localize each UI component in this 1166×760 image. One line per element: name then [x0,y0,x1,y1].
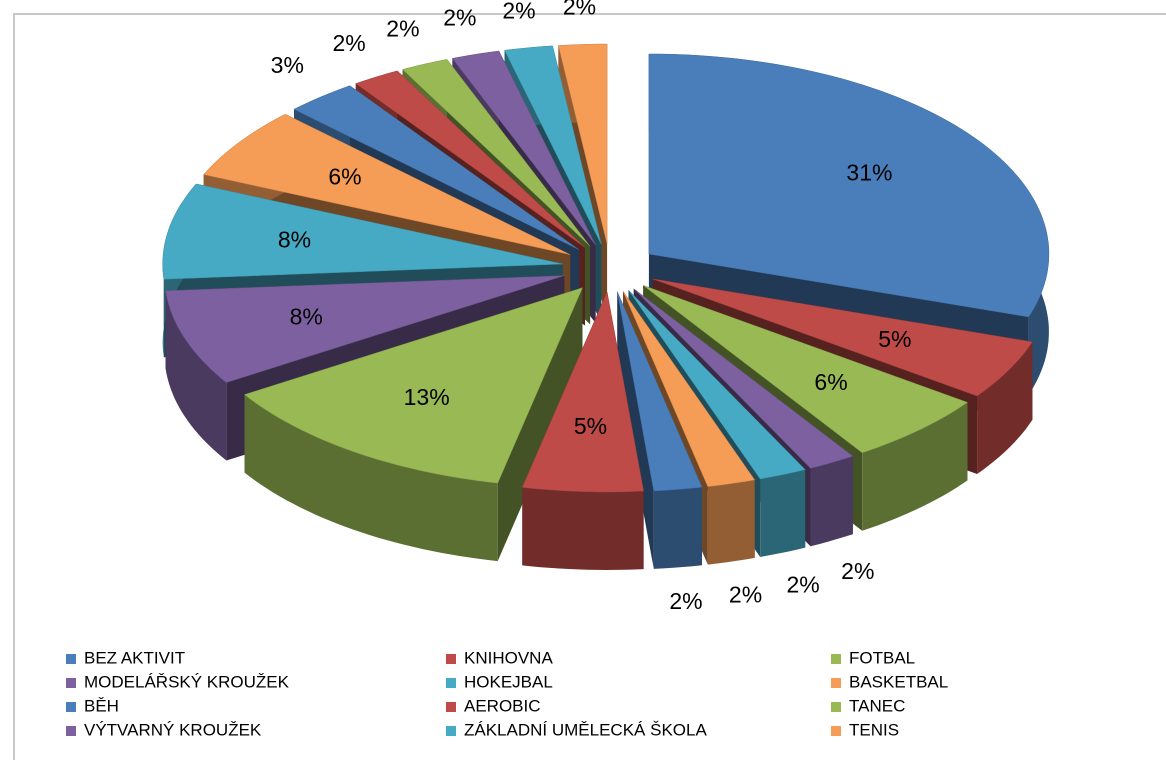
legend-label: TENIS [849,720,899,739]
legend-label: TANEC [849,696,905,715]
slice-top [451,50,596,246]
slice-top [617,291,703,492]
data-label: 5% [574,413,607,439]
slice-side [810,456,853,547]
legend-label: KNIHOVNA [464,648,553,667]
slice-top [504,45,602,245]
data-label: 2% [502,0,535,23]
data-label: 2% [786,572,819,598]
data-label: 3% [271,52,304,78]
slice-top [643,285,969,453]
data-label: 2% [669,588,702,614]
legend-swatch [66,702,76,712]
slice-top [293,85,580,250]
slice-wall [617,291,654,569]
legend-label: BEZ AKTIVIT [84,648,185,667]
slice-top [633,288,854,469]
legend-swatch [66,726,76,736]
slice-top [648,53,1050,318]
slice-side [862,402,968,531]
data-label: 6% [814,369,847,395]
slice-top [652,278,1033,397]
legend-label: HOKEJBAL [464,672,553,691]
legend-swatch [446,702,456,712]
data-label: 2% [443,5,476,31]
slice-side [165,290,227,461]
slice-side [707,479,755,565]
slice-top [203,113,571,255]
legend-swatch [831,702,841,712]
legend-label: VÝTVARNÝ KROUŽEK [84,720,262,739]
slice [243,287,583,562]
slice-side [760,469,806,557]
data-label: 2% [729,582,762,608]
slice-side [977,341,1033,474]
legend-label: MODELÁŘSKÝ KROUŽEK [84,672,290,691]
slice-top [162,183,563,280]
legend-swatch [446,678,456,688]
legend-label: BASKETBAL [849,672,948,691]
slice-side [522,487,644,570]
slice-top [558,43,608,245]
data-label: 2% [563,0,596,20]
slice-top [622,290,756,487]
data-label: 5% [878,326,911,352]
data-label: 6% [328,163,361,189]
legend-swatch [831,726,841,736]
data-label: 31% [846,159,892,185]
data-label: 2% [386,16,419,42]
slice-top [355,70,586,248]
legend-label: AEROBIC [464,696,541,715]
data-label: 2% [332,30,365,56]
legend-swatch [66,654,76,664]
data-label: 8% [278,226,311,252]
legend-swatch [446,726,456,736]
slice [617,291,703,569]
slice-top [243,287,583,484]
slice-top [165,275,565,383]
legend-label: ZÁKLADNÍ UMĚLECKÁ ŠKOLA [464,720,707,739]
legend-label: FOTBAL [849,648,915,667]
legend-swatch [831,654,841,664]
slice-top [402,59,591,247]
legend-label: BĚH [84,696,119,715]
data-label: 8% [290,303,323,329]
slice-side [653,487,702,569]
data-label: 2% [841,558,874,584]
legend-swatch [66,678,76,688]
legend-swatch [831,678,841,688]
data-label: 13% [404,384,450,410]
chart-frame [13,13,1166,760]
legend-swatch [446,654,456,664]
slice [521,291,644,570]
slice-side [244,394,498,562]
slice-top [521,291,644,493]
slice-top [628,289,806,480]
